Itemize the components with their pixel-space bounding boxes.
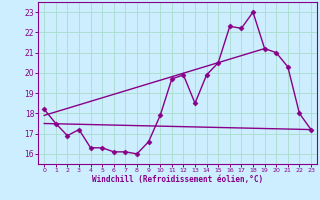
- X-axis label: Windchill (Refroidissement éolien,°C): Windchill (Refroidissement éolien,°C): [92, 175, 263, 184]
